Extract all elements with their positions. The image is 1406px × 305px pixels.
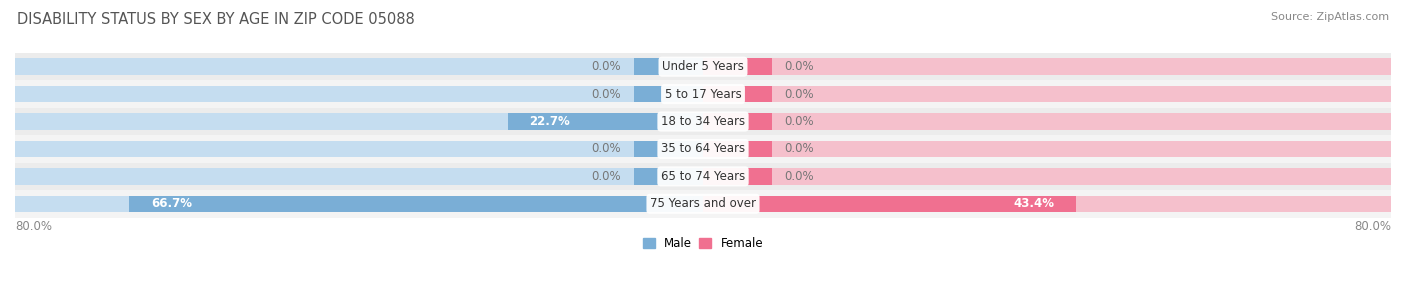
Text: 0.0%: 0.0% — [785, 60, 814, 73]
Bar — [703, 86, 772, 102]
Text: 0.0%: 0.0% — [785, 170, 814, 183]
Text: 75 Years and over: 75 Years and over — [650, 197, 756, 210]
Text: 18 to 34 Years: 18 to 34 Years — [661, 115, 745, 128]
Bar — [15, 81, 1391, 108]
Bar — [634, 59, 703, 75]
Bar — [15, 59, 703, 75]
Bar — [129, 196, 703, 212]
Bar — [703, 196, 1076, 212]
Text: 66.7%: 66.7% — [150, 197, 191, 210]
Legend: Male, Female: Male, Female — [638, 232, 768, 255]
Bar — [634, 141, 703, 157]
Bar — [634, 86, 703, 102]
Text: Under 5 Years: Under 5 Years — [662, 60, 744, 73]
Text: 35 to 64 Years: 35 to 64 Years — [661, 142, 745, 156]
Text: 0.0%: 0.0% — [785, 88, 814, 101]
Bar — [15, 113, 703, 130]
Text: 65 to 74 Years: 65 to 74 Years — [661, 170, 745, 183]
Text: 80.0%: 80.0% — [15, 220, 52, 233]
Text: 0.0%: 0.0% — [592, 60, 621, 73]
Bar — [703, 196, 1391, 212]
Bar — [15, 53, 1391, 81]
Text: 5 to 17 Years: 5 to 17 Years — [665, 88, 741, 101]
Bar — [703, 113, 1391, 130]
Bar — [703, 141, 1391, 157]
Bar — [15, 108, 1391, 135]
Bar — [703, 86, 1391, 102]
Bar — [508, 113, 703, 130]
Text: 0.0%: 0.0% — [785, 115, 814, 128]
Text: 0.0%: 0.0% — [785, 142, 814, 156]
Bar — [15, 196, 703, 212]
Bar — [703, 168, 772, 185]
Text: Source: ZipAtlas.com: Source: ZipAtlas.com — [1271, 12, 1389, 22]
Bar — [15, 163, 1391, 190]
Text: 0.0%: 0.0% — [592, 170, 621, 183]
Bar — [703, 141, 772, 157]
Text: 43.4%: 43.4% — [1014, 197, 1054, 210]
Bar — [703, 113, 772, 130]
Bar — [15, 135, 1391, 163]
Bar — [15, 168, 703, 185]
Bar — [703, 59, 1391, 75]
Bar — [15, 190, 1391, 217]
Text: 0.0%: 0.0% — [592, 88, 621, 101]
Text: DISABILITY STATUS BY SEX BY AGE IN ZIP CODE 05088: DISABILITY STATUS BY SEX BY AGE IN ZIP C… — [17, 12, 415, 27]
Bar — [15, 141, 703, 157]
Text: 0.0%: 0.0% — [592, 142, 621, 156]
Bar — [703, 59, 772, 75]
Text: 80.0%: 80.0% — [1354, 220, 1391, 233]
Bar — [15, 86, 703, 102]
Text: 22.7%: 22.7% — [529, 115, 569, 128]
Bar — [634, 168, 703, 185]
Bar — [703, 168, 1391, 185]
